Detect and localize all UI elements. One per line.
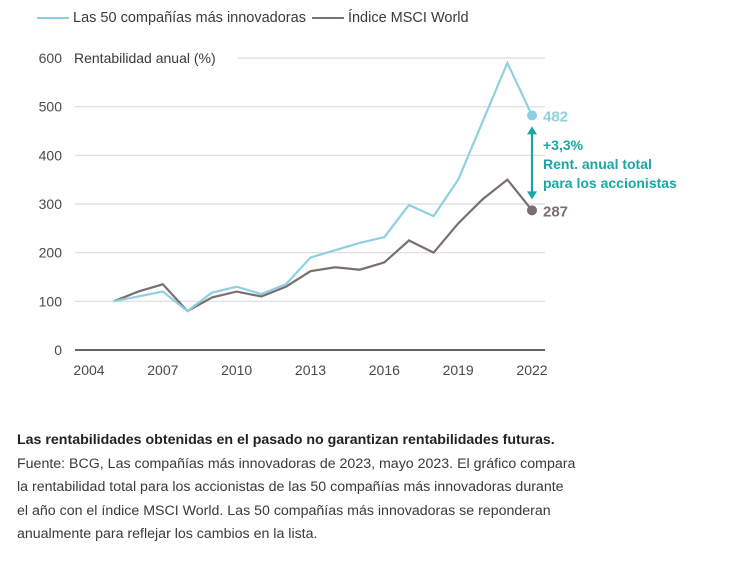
y-tick-label: 300 xyxy=(39,196,63,212)
x-tick-label: 2016 xyxy=(369,362,400,378)
x-tick-label: 2019 xyxy=(443,362,474,378)
end-value-label: 482 xyxy=(543,108,568,125)
y-tick-label: 0 xyxy=(54,342,62,358)
annotation-text: Rent. anual total xyxy=(543,156,652,172)
arrow-head-down xyxy=(527,191,537,200)
x-axis-ticks: 2004 2007 2010 2013 2016 2019 2022 xyxy=(73,362,547,378)
disclaimer-text: Las rentabilidades obtenidas en el pasad… xyxy=(17,432,555,448)
y-tick-label: 600 xyxy=(39,50,63,66)
series-line-innovators xyxy=(113,60,533,313)
arrow-head-up xyxy=(527,126,537,135)
chart-caption: Las rentabilidades obtenidas en el pasad… xyxy=(17,429,717,547)
end-point-marker xyxy=(527,110,537,121)
x-tick-label: 2007 xyxy=(147,362,178,378)
caption-line: la rentabilidad total para los accionist… xyxy=(17,479,564,495)
caption-line: el año con el índice MSCI World. Las 50 … xyxy=(17,502,551,519)
chart-legend: Las 50 compañías más innovadoras Índice … xyxy=(37,10,475,26)
series-lines: 482 287 xyxy=(113,60,568,313)
y-axis-ticks: 0 100 200 300 400 500 600 xyxy=(39,50,63,358)
caption-line: Fuente: BCG, Las compañías más innovador… xyxy=(17,455,576,472)
legend-item-innovators: Las 50 compañías más innovadoras xyxy=(37,10,306,26)
annotation: +3,3% Rent. anual total para los accionist… xyxy=(527,126,677,200)
y-tick-label: 100 xyxy=(39,293,63,309)
x-tick-label: 2004 xyxy=(73,362,104,378)
x-tick-label: 2022 xyxy=(516,362,547,378)
grid-lines xyxy=(75,57,545,351)
y-tick-label: 400 xyxy=(39,147,63,163)
legend-label-innovators: Las 50 compañías más innovadoras xyxy=(73,10,306,26)
end-point-marker xyxy=(527,205,537,216)
annotation-text: +3,3% xyxy=(543,137,584,153)
annotation-text: para los accionistas xyxy=(543,175,677,191)
series-line-msci xyxy=(113,178,533,313)
y-tick-label: 500 xyxy=(39,99,63,115)
x-tick-label: 2010 xyxy=(221,362,252,378)
legend-swatch-msci xyxy=(311,17,344,19)
end-value-label: 287 xyxy=(543,203,568,220)
line-chart: 0 100 200 300 400 500 600 Rentabilidad anual (… xyxy=(39,50,677,378)
y-tick-label: 200 xyxy=(39,245,63,261)
legend-item-msci: Índice MSCI World xyxy=(311,10,469,26)
y-axis-label: Rentabilidad anual (%) xyxy=(74,50,216,66)
x-tick-label: 2013 xyxy=(295,362,326,378)
legend-label-msci: Índice MSCI World xyxy=(347,10,469,26)
caption-line: anualmente para reflejar los cambios en … xyxy=(17,526,318,542)
legend-swatch-innovators xyxy=(37,17,69,19)
